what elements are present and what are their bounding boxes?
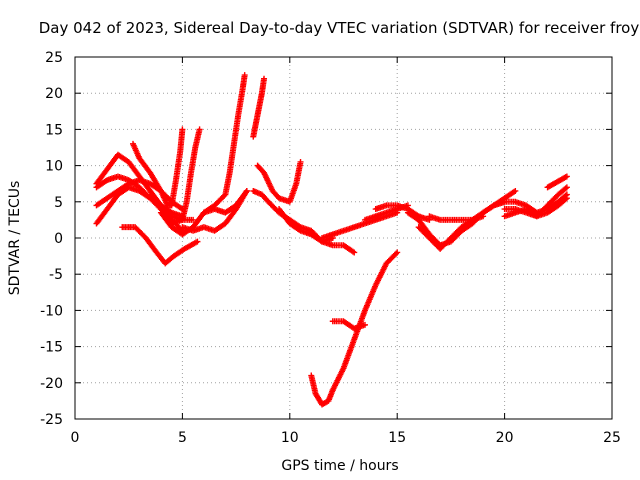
y-tick-label: -5 [49, 267, 63, 283]
series-arc-11 [250, 75, 268, 140]
axis-ticks: 0 5 10 15 20 25 -25 -20 -15 -10 -5 0 5 10 15 20 25 [40, 50, 621, 446]
y-tick-label: -25 [40, 412, 63, 428]
series-arc-16 [329, 249, 401, 394]
data-point [361, 321, 368, 328]
x-tick-label: 5 [178, 430, 187, 446]
y-tick-label: 20 [45, 86, 63, 102]
series-arc-6 [129, 126, 186, 209]
series-arc-27 [544, 173, 570, 191]
series-arc-12 [254, 158, 304, 205]
y-tick-label: 10 [45, 159, 63, 175]
y-tick-label: -10 [40, 303, 63, 319]
data-point [179, 126, 186, 133]
data-point [241, 72, 248, 79]
chart-title: Day 042 of 2023, Sidereal Day-to-day VTE… [39, 19, 640, 37]
data-point [562, 174, 569, 181]
y-tick-label: -20 [40, 376, 63, 392]
x-tick-label: 0 [71, 430, 80, 446]
data-point [562, 185, 569, 192]
grid [75, 57, 612, 419]
series-arc-18 [319, 209, 401, 241]
data-point [404, 202, 411, 209]
y-tick-label: 0 [54, 231, 63, 247]
data-point [297, 158, 304, 165]
series-arc-26 [501, 184, 570, 220]
series-arc-10 [200, 72, 248, 216]
x-tick-label: 15 [388, 430, 406, 446]
data-point [563, 184, 570, 191]
x-tick-label: 20 [496, 430, 514, 446]
series-arc-5 [119, 224, 201, 267]
y-tick-label: 5 [54, 195, 63, 211]
data-point [351, 249, 358, 256]
data-point [563, 173, 570, 180]
series-arc-20 [361, 202, 411, 223]
x-tick-label: 10 [281, 430, 299, 446]
y-axis-label: SDTVAR / TECUs [7, 181, 23, 296]
x-tick-label: 25 [603, 430, 621, 446]
series-arc-9 [179, 187, 250, 234]
series-arc-14 [276, 206, 358, 256]
x-axis-label: GPS time / hours [281, 458, 398, 474]
plot-area [93, 72, 570, 408]
data-point [563, 195, 570, 202]
data-point [394, 249, 401, 256]
data-point [243, 187, 250, 194]
y-tick-label: 25 [45, 50, 63, 66]
data-point [393, 250, 400, 257]
series-arc-17 [329, 318, 368, 332]
data-point [562, 196, 569, 203]
data-point [196, 126, 203, 133]
data-point [512, 187, 519, 194]
data-point [194, 238, 201, 245]
y-tick-label: -15 [40, 340, 63, 356]
y-tick-label: 15 [45, 122, 63, 138]
data-point [261, 75, 268, 82]
